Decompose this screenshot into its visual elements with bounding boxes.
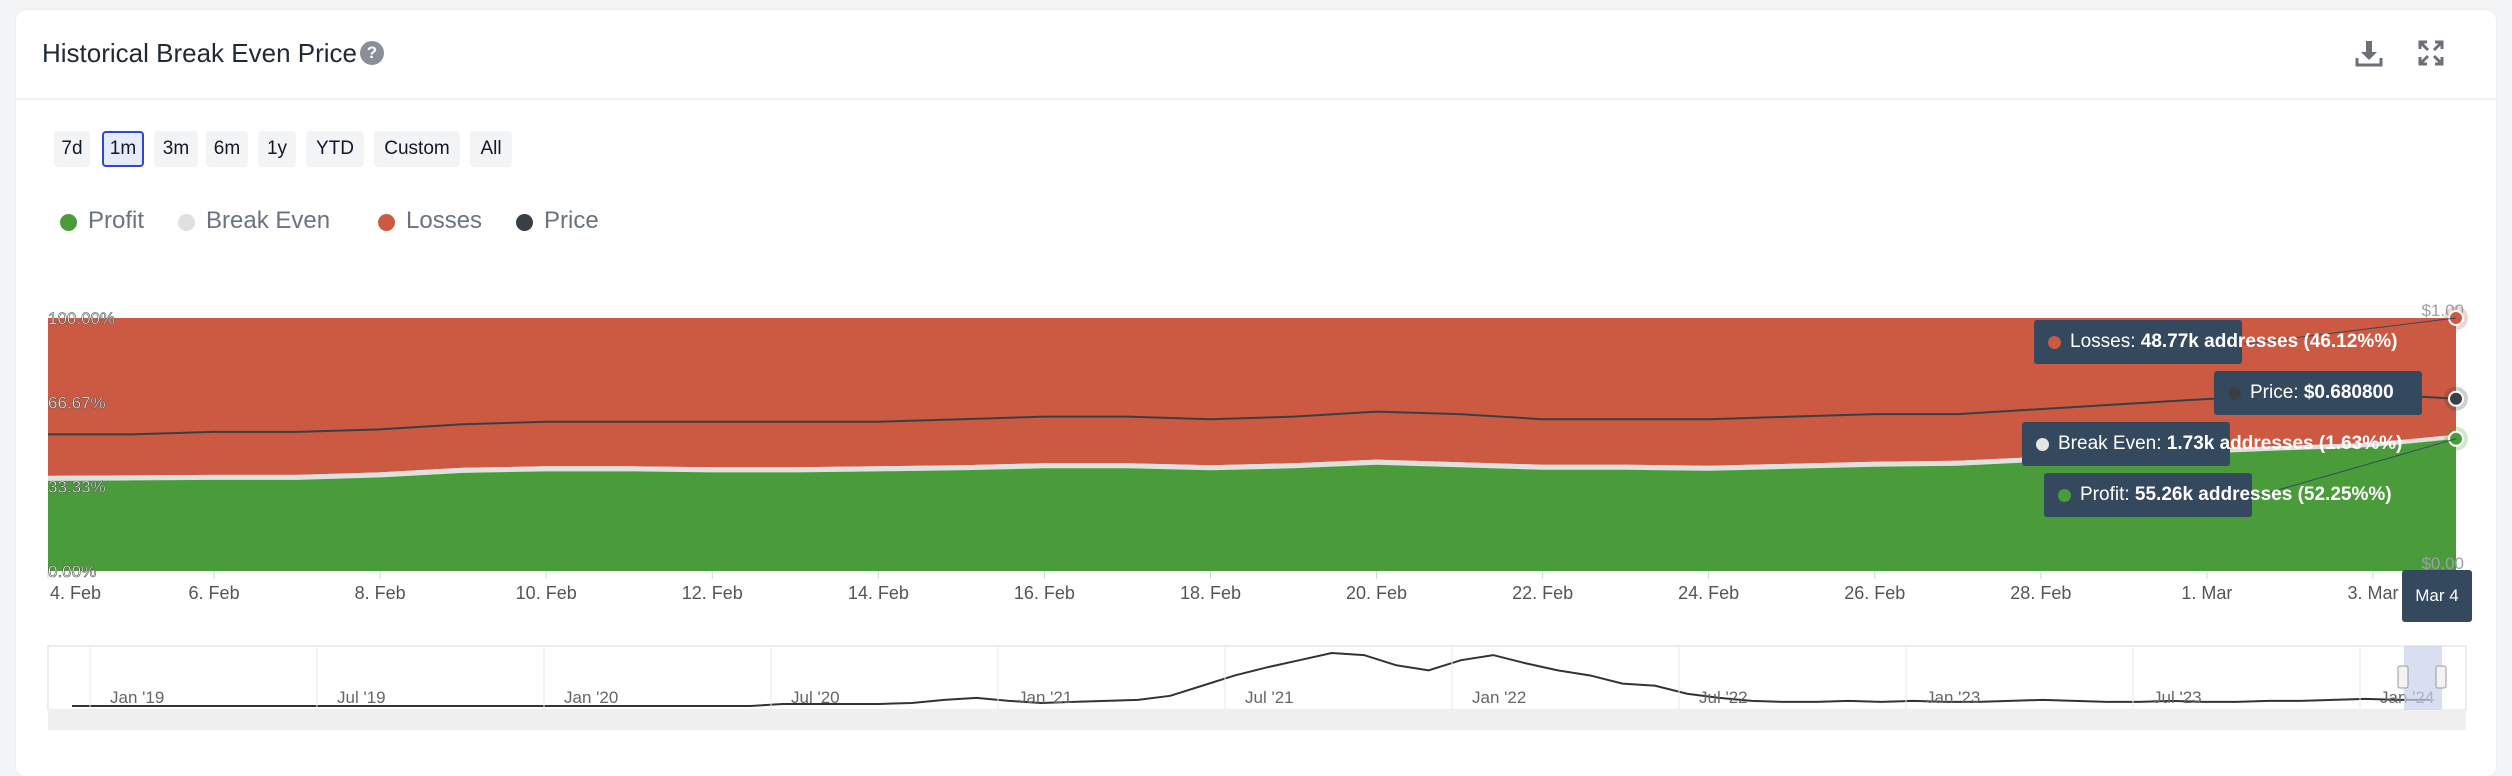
navigator-frame (47, 645, 2467, 711)
tooltip-connector-profit (2249, 438, 2457, 499)
navigator-label: Jul '20 (791, 688, 840, 707)
tooltip-row-losses: Losses: 48.77k addresses (46.12%%) (2034, 320, 2397, 364)
x-tick-label: 4. Feb (50, 583, 101, 603)
x-tick-label: 6. Feb (189, 583, 240, 603)
range-ytd-button[interactable]: YTD (306, 131, 364, 167)
area-profit (48, 438, 2456, 571)
tooltip-dot-profit (2058, 489, 2071, 502)
x-tick-label: 3. Mar (2347, 583, 2398, 603)
legend-label-profit: Profit (88, 207, 145, 234)
x-tick-label: 14. Feb (848, 583, 909, 603)
legend-item-price[interactable]: Price (516, 206, 616, 236)
navigator-label: Jan '19 (110, 688, 164, 707)
navigator-handle-left (2397, 665, 2409, 689)
range-custom-button[interactable]: Custom (374, 131, 460, 167)
x-tick-label: 28. Feb (2010, 583, 2071, 603)
range-all-button[interactable]: All (470, 131, 512, 167)
tooltip-label-price: Price: (2250, 382, 2304, 403)
tooltip-date-label: Mar 4 (2402, 570, 2472, 622)
y-left-tick-label: 33.33% (48, 478, 106, 497)
chart-card: Historical Break Even Price ? 7d 1m 3m 6… (16, 10, 2496, 776)
legend-dot-break-even (178, 214, 195, 231)
legend-item-losses[interactable]: Losses (378, 206, 498, 236)
tooltip-value-profit: 55.26k addresses (52.25%%) (2134, 484, 2392, 505)
help-icon[interactable]: ? (360, 41, 384, 65)
navigator-label: Jan '23 (1926, 688, 1980, 707)
y-left-tick-label: 100.00% (48, 309, 115, 328)
tooltip-dot-break-even (2036, 438, 2049, 451)
tooltip-dot-price (2228, 387, 2241, 400)
x-tick-label: 16. Feb (1014, 583, 1075, 603)
area-break-even (48, 434, 2456, 481)
tooltip-value-losses: 48.77k addresses (46.12%%) (2140, 331, 2398, 352)
legend-label-losses: Losses (406, 207, 483, 234)
navigator-label: Jul '19 (337, 688, 386, 707)
legend-label-price: Price (544, 207, 599, 234)
x-tick-label: 22. Feb (1512, 583, 1573, 603)
x-tick-label: 12. Feb (682, 583, 743, 603)
range-1y-button[interactable]: 1y (258, 131, 296, 167)
legend-label-break-even: Break Even (206, 207, 331, 234)
download-icon[interactable] (2352, 36, 2386, 70)
tooltip-connector-losses (2243, 317, 2457, 345)
card-header: Historical Break Even Price ? (16, 10, 2496, 100)
tooltip-row-break-even: Break Even: 1.73k addresses (1.63%%) (2022, 422, 2402, 466)
x-tick-label: 20. Feb (1346, 583, 1407, 603)
y-right-tick-label: $0.00 (2421, 554, 2464, 573)
chart-title: Historical Break Even Price (42, 38, 357, 68)
navigator-label: Jan '22 (1472, 688, 1526, 707)
legend-dot-profit (60, 214, 77, 231)
range-3m-button[interactable]: 3m (154, 131, 198, 167)
navigator-label: Jan '20 (564, 688, 618, 707)
x-tick-label: 24. Feb (1678, 583, 1739, 603)
navigator-label: Jul '22 (1699, 688, 1748, 707)
tooltip-row-price: Price: $0.680800 (2214, 371, 2422, 415)
series-line-price (48, 392, 2457, 436)
legend-item-profit[interactable]: Profit (60, 206, 170, 236)
legend-item-break-even[interactable]: Break Even (178, 206, 348, 236)
range-7d-button[interactable]: 7d (54, 131, 90, 167)
tooltip-row-profit: Profit: 55.26k addresses (52.25%%) (2044, 473, 2392, 517)
navigator-label: Jul '23 (2153, 688, 2202, 707)
tooltip-label-losses: Losses: (2070, 331, 2141, 352)
legend-dot-price (516, 214, 533, 231)
x-tick-label: 8. Feb (355, 583, 406, 603)
area-losses (48, 318, 2456, 476)
navigator-label: Jul '21 (1245, 688, 1294, 707)
legend-dot-losses (378, 214, 395, 231)
navigator-price-line (72, 652, 2430, 707)
tooltip-dot-losses (2048, 336, 2061, 349)
y-left-tick-label: 0.00% (48, 562, 96, 581)
navigator-scrollbar-track[interactable] (48, 710, 2466, 730)
navigator-handle-right (2435, 665, 2447, 689)
tooltip-label-profit: Profit: (2080, 484, 2135, 505)
break-even-chart[interactable]: 0.00%33.33%66.67%100.00%$0.00$1.004. Feb… (16, 10, 2496, 776)
tooltip-label-break-even: Break Even: (2058, 433, 2167, 454)
tooltip-value-price: $0.680800 (2303, 382, 2394, 403)
y-left-tick-label: 66.67% (48, 393, 106, 412)
x-tick-label: 1. Mar (2181, 583, 2232, 603)
range-1m-button[interactable]: 1m (102, 131, 144, 167)
navigator-label: Jan '21 (1018, 688, 1072, 707)
range-6m-button[interactable]: 6m (206, 131, 248, 167)
tooltip-value-break-even: 1.73k addresses (1.63%%) (2166, 433, 2403, 454)
fullscreen-icon[interactable] (2414, 36, 2448, 70)
x-tick-label: 18. Feb (1180, 583, 1241, 603)
x-tick-label: 26. Feb (1844, 583, 1905, 603)
marker-price (2448, 390, 2464, 407)
x-tick-label: 10. Feb (516, 583, 577, 603)
